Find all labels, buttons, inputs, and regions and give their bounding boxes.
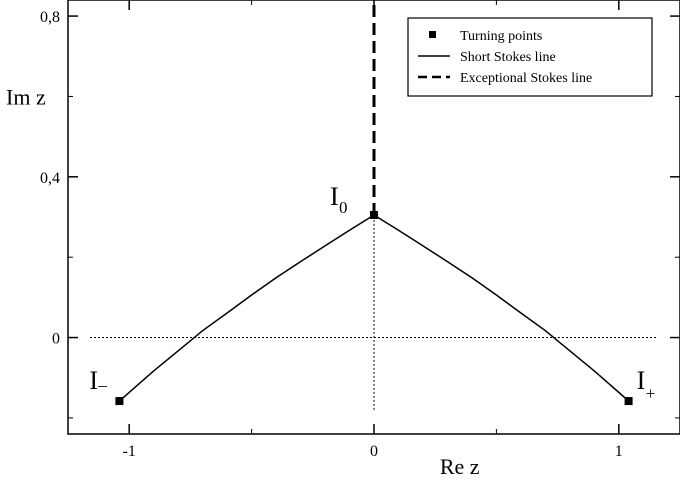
stokes-lines [118, 0, 630, 402]
legend-box [407, 17, 653, 97]
reference-lines [90, 214, 658, 410]
turning-points: I _I 0I + [89, 182, 656, 406]
turning-point-subscript: 0 [339, 198, 348, 217]
short-stokes-line-2 [373, 214, 630, 402]
legend-label: Turning points [460, 29, 542, 44]
y-axis-title: Im z [6, 84, 46, 109]
x-tick-label: -1 [123, 443, 136, 460]
turning-point-label: I [330, 182, 339, 211]
turning-point-label: I [637, 366, 646, 395]
x-axis-title: Re z [440, 454, 480, 479]
y-tick-label: 0,8 [40, 9, 60, 26]
axes: -1 0 1 0 0,4 0,8 [40, 0, 680, 460]
turning-point-subscript: _ [97, 370, 107, 389]
legend: Turning points Short Stokes line Exception… [407, 17, 653, 97]
turning-point-subscript: + [646, 384, 656, 403]
x-tick-label: 0 [370, 443, 378, 460]
legend-label: Short Stokes line [460, 50, 556, 65]
legend-label: Exceptional Stokes line [460, 71, 592, 86]
y-tick-label: 0,4 [40, 170, 60, 187]
turning-point-marker [370, 210, 378, 219]
y-tick-label: 0 [52, 331, 60, 348]
short-stokes-line-1 [118, 214, 375, 402]
legend-marker [429, 31, 436, 38]
turning-point-label: I [89, 366, 98, 395]
x-tick-label: 1 [615, 443, 623, 460]
turning-point-marker [624, 397, 633, 406]
turning-point-marker [115, 397, 124, 406]
